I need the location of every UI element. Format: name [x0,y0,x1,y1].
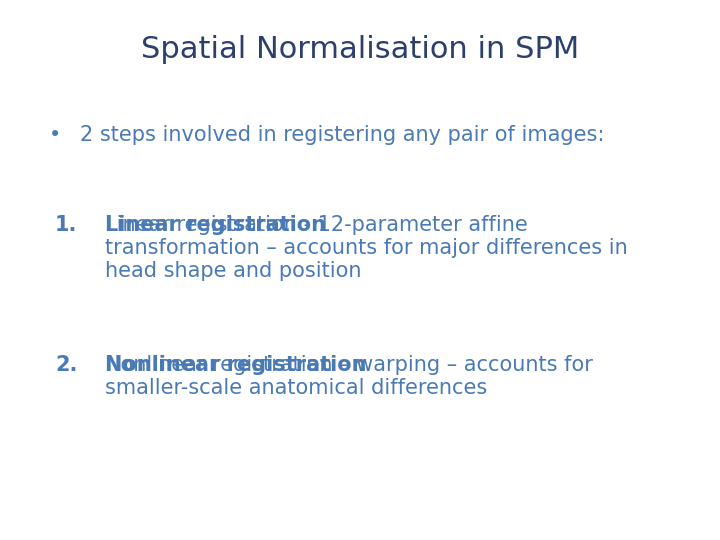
Text: 2.: 2. [55,355,77,375]
Text: 2 steps involved in registering any pair of images:: 2 steps involved in registering any pair… [80,125,604,145]
Text: Linear registration - 12-parameter affine
transformation – accounts for major di: Linear registration - 12-parameter affin… [105,215,628,281]
Text: 1.: 1. [55,215,77,235]
Text: Linear registration: Linear registration [105,215,326,235]
Text: Nonlinear registration – warping – accounts for
smaller-scale anatomical differe: Nonlinear registration – warping – accou… [105,355,593,398]
Text: Nonlinear registration: Nonlinear registration [105,355,366,375]
Text: Spatial Normalisation in SPM: Spatial Normalisation in SPM [141,35,579,64]
Text: •: • [49,125,61,145]
